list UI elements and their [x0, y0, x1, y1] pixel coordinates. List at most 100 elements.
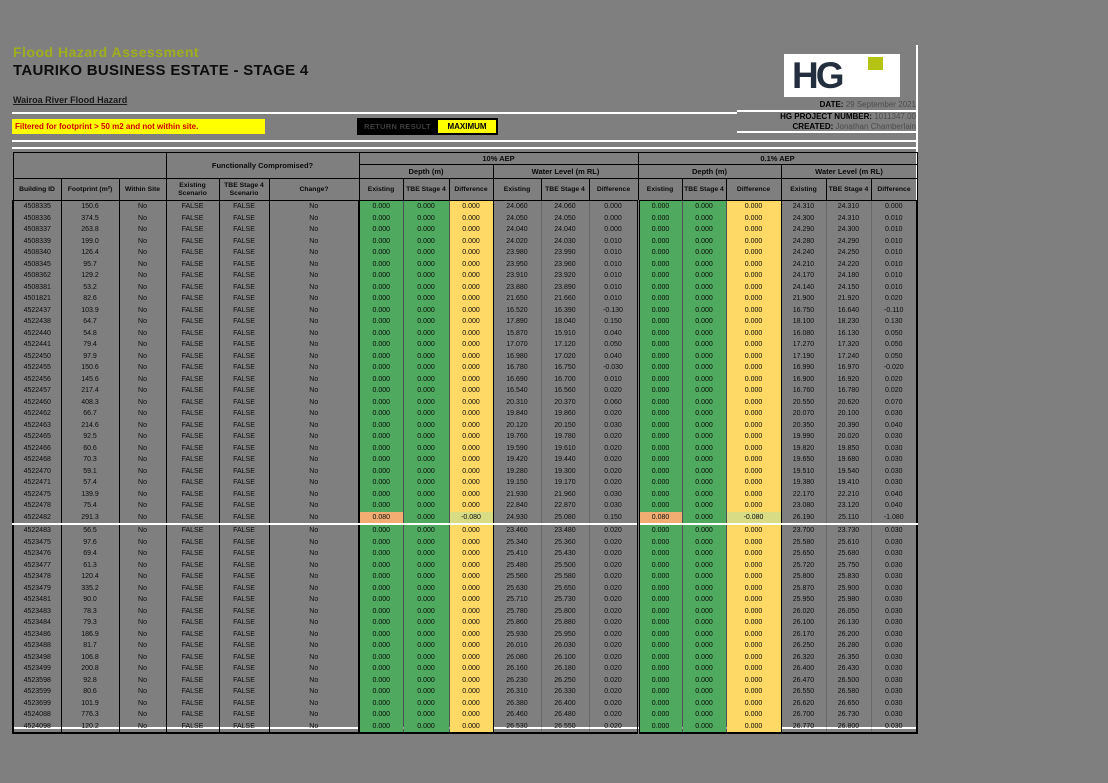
cell-footprint[interactable]: 53.2: [61, 281, 120, 293]
cell-wl10-diff[interactable]: 0.150: [589, 511, 640, 525]
cell-depth01-existing[interactable]: 0.000: [638, 247, 683, 259]
cell-depth01-diff[interactable]: 0.000: [726, 235, 782, 247]
cell-wl01-tbe[interactable]: 16.130: [826, 327, 872, 339]
cell-within-site[interactable]: No: [119, 548, 167, 560]
cell-footprint[interactable]: 120.2: [61, 720, 120, 734]
cell-depth01-tbe[interactable]: 0.000: [682, 605, 727, 617]
cell-depth10-diff[interactable]: 0.000: [449, 293, 494, 305]
cell-depth01-diff[interactable]: 0.000: [726, 270, 782, 282]
cell-change[interactable]: No: [269, 316, 360, 328]
cell-depth10-tbe[interactable]: 0.000: [403, 617, 450, 629]
cell-wl01-diff[interactable]: 0.030: [871, 663, 918, 675]
cell-depth01-diff[interactable]: -0.080: [726, 511, 782, 525]
cell-wl10-diff[interactable]: 0.020: [589, 385, 640, 397]
cell-depth10-diff[interactable]: 0.000: [449, 524, 494, 537]
cell-change[interactable]: No: [269, 559, 360, 571]
cell-wl10-diff[interactable]: 0.010: [589, 270, 640, 282]
cell-footprint[interactable]: 126.4: [61, 247, 120, 259]
cell-depth01-existing[interactable]: 0.000: [638, 640, 683, 652]
cell-wl01-existing[interactable]: 26.320: [781, 651, 827, 663]
cell-tbe-scenario[interactable]: FALSE: [219, 339, 270, 351]
cell-depth01-diff[interactable]: 0.000: [726, 674, 782, 686]
cell-depth10-tbe[interactable]: 0.000: [403, 247, 450, 259]
cell-within-site[interactable]: No: [119, 488, 167, 500]
cell-building-id[interactable]: 4522463: [12, 419, 62, 431]
cell-existing-scenario[interactable]: FALSE: [166, 500, 220, 512]
cell-depth01-diff[interactable]: 0.000: [726, 686, 782, 698]
cell-depth01-diff[interactable]: 0.000: [726, 536, 782, 548]
cell-wl01-diff[interactable]: 0.030: [871, 582, 918, 594]
cell-building-id[interactable]: 4523486: [12, 628, 62, 640]
cell-wl01-tbe[interactable]: 26.500: [826, 674, 872, 686]
cell-depth01-diff[interactable]: 0.000: [726, 247, 782, 259]
cell-wl10-tbe[interactable]: 22.870: [541, 500, 590, 512]
cell-depth10-existing[interactable]: 0.000: [359, 465, 404, 477]
cell-wl01-existing[interactable]: 16.760: [781, 385, 827, 397]
cell-within-site[interactable]: No: [119, 594, 167, 606]
cell-depth10-tbe[interactable]: 0.000: [403, 651, 450, 663]
cell-wl01-existing[interactable]: 24.300: [781, 212, 827, 224]
cell-building-id[interactable]: 4508381: [12, 281, 62, 293]
cell-wl01-tbe[interactable]: 26.730: [826, 709, 872, 721]
cell-wl10-diff[interactable]: 0.020: [589, 571, 640, 583]
cell-tbe-scenario[interactable]: FALSE: [219, 212, 270, 224]
cell-wl01-diff[interactable]: 0.030: [871, 594, 918, 606]
column-header-existing-scenario[interactable]: Existing Scenario: [165, 178, 220, 201]
cell-footprint[interactable]: 101.9: [61, 697, 120, 709]
cell-footprint[interactable]: 103.9: [61, 304, 120, 316]
cell-wl10-existing[interactable]: 25.860: [493, 617, 542, 629]
cell-wl01-diff[interactable]: 0.020: [871, 373, 918, 385]
cell-wl01-diff[interactable]: 0.030: [871, 628, 918, 640]
cell-footprint[interactable]: 335.2: [61, 582, 120, 594]
cell-tbe-scenario[interactable]: FALSE: [219, 316, 270, 328]
cell-wl01-existing[interactable]: 20.350: [781, 419, 827, 431]
cell-depth01-tbe[interactable]: 0.000: [682, 571, 727, 583]
cell-depth10-existing[interactable]: 0.000: [359, 200, 404, 213]
cell-depth01-diff[interactable]: 0.000: [726, 293, 782, 305]
cell-depth01-diff[interactable]: 0.000: [726, 697, 782, 709]
cell-footprint[interactable]: 217.4: [61, 385, 120, 397]
cell-depth10-tbe[interactable]: 0.000: [403, 465, 450, 477]
cell-depth10-tbe[interactable]: 0.000: [403, 258, 450, 270]
cell-wl01-existing[interactable]: 17.190: [781, 350, 827, 362]
cell-depth01-existing[interactable]: 0.000: [638, 559, 683, 571]
cell-depth10-tbe[interactable]: 0.000: [403, 304, 450, 316]
cell-depth01-tbe[interactable]: 0.000: [682, 559, 727, 571]
cell-wl01-diff[interactable]: 0.030: [871, 548, 918, 560]
cell-wl01-existing[interactable]: 17.270: [781, 339, 827, 351]
cell-depth10-diff[interactable]: 0.000: [449, 212, 494, 224]
cell-depth01-diff[interactable]: 0.000: [726, 454, 782, 466]
column-header-difference[interactable]: Difference: [448, 178, 494, 201]
cell-wl10-diff[interactable]: 0.020: [589, 582, 640, 594]
cell-wl10-existing[interactable]: 21.930: [493, 488, 542, 500]
cell-wl10-existing[interactable]: 25.930: [493, 628, 542, 640]
cell-wl10-diff[interactable]: 0.020: [589, 524, 640, 537]
cell-depth10-existing[interactable]: 0.000: [359, 536, 404, 548]
cell-building-id[interactable]: 4523488: [12, 640, 62, 652]
cell-depth10-diff[interactable]: 0.000: [449, 663, 494, 675]
cell-building-id[interactable]: 4508362: [12, 270, 62, 282]
cell-existing-scenario[interactable]: FALSE: [166, 628, 220, 640]
cell-depth01-tbe[interactable]: 0.000: [682, 235, 727, 247]
cell-within-site[interactable]: No: [119, 524, 167, 537]
cell-tbe-scenario[interactable]: FALSE: [219, 270, 270, 282]
cell-wl01-diff[interactable]: 0.030: [871, 651, 918, 663]
cell-depth10-diff[interactable]: 0.000: [449, 477, 494, 489]
cell-building-id[interactable]: 4523498: [12, 651, 62, 663]
cell-depth10-tbe[interactable]: 0.000: [403, 454, 450, 466]
cell-depth01-existing[interactable]: 0.000: [638, 316, 683, 328]
cell-footprint[interactable]: 408.3: [61, 396, 120, 408]
cell-depth01-tbe[interactable]: 0.000: [682, 594, 727, 606]
cell-tbe-scenario[interactable]: FALSE: [219, 582, 270, 594]
cell-depth10-tbe[interactable]: 0.000: [403, 270, 450, 282]
cell-existing-scenario[interactable]: FALSE: [166, 224, 220, 236]
cell-wl10-tbe[interactable]: 25.950: [541, 628, 590, 640]
cell-wl01-tbe[interactable]: 17.240: [826, 350, 872, 362]
cell-wl01-existing[interactable]: 26.190: [781, 511, 827, 525]
cell-depth10-diff[interactable]: 0.000: [449, 224, 494, 236]
cell-within-site[interactable]: No: [119, 454, 167, 466]
cell-wl01-existing[interactable]: 24.240: [781, 247, 827, 259]
cell-wl01-existing[interactable]: 26.620: [781, 697, 827, 709]
cell-depth10-existing[interactable]: 0.000: [359, 571, 404, 583]
cell-depth10-diff[interactable]: -0.080: [449, 511, 494, 525]
